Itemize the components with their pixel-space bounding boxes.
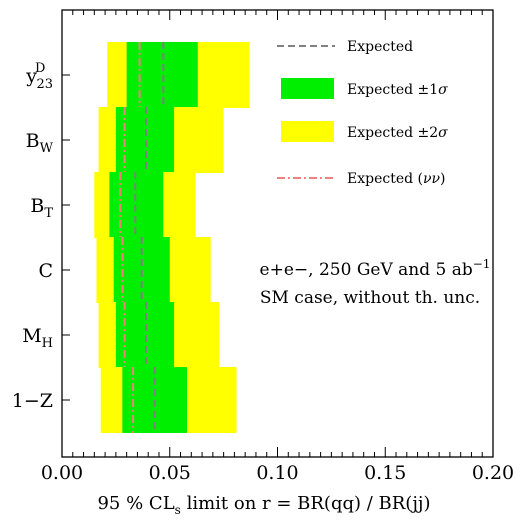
bands-layer <box>94 42 250 433</box>
band-one-sigma-1 <box>115 107 175 173</box>
category-label-3: C <box>38 260 53 282</box>
legend-expected-label: Expected <box>347 39 413 55</box>
x-tick-label-1: 0.05 <box>149 462 191 484</box>
x-axis-label: 95 % CLs limit on r = BR(qq) / BR(jj) <box>97 493 430 517</box>
legend: Expected Expected ±1σ Expected ±2σ Expec… <box>277 39 448 187</box>
category-label-0: yD 23 <box>25 61 53 92</box>
annotation: e+e−, 250 GeV and 5 ab−1 SM case, withou… <box>260 257 491 308</box>
legend-two-sigma-label: Expected ±2σ <box>347 125 448 141</box>
band-one-sigma-0 <box>126 42 198 108</box>
category-label-2: BT <box>30 195 53 221</box>
band-one-sigma-2 <box>109 172 164 238</box>
band-one-sigma-4 <box>115 302 175 368</box>
x-tick-label-0: 0.00 <box>41 462 83 484</box>
labels-layer: yD 23 BW BT C MH 1−Z 0.00 0.05 0.10 0.15 0.20 <box>12 61 514 484</box>
annotation-line-2: SM case, without th. unc. <box>260 288 480 308</box>
ticks-layer <box>61 10 494 457</box>
x-tick-label-2: 0.10 <box>256 462 298 484</box>
x-tick-label-4: 0.20 <box>472 462 514 484</box>
legend-expected-nunu-label: Expected (νν) <box>347 171 446 187</box>
x-tick-label-3: 0.15 <box>364 462 406 484</box>
category-label-1: BW <box>26 130 54 156</box>
annotation-line-1: e+e−, 250 GeV and 5 ab−1 <box>260 257 491 280</box>
category-label-5: 1−Z <box>12 390 53 412</box>
legend-two-sigma-swatch <box>281 121 334 142</box>
legend-one-sigma-swatch <box>281 78 334 99</box>
legend-one-sigma-label: Expected ±1σ <box>347 82 448 98</box>
category-label-4: MH <box>22 325 53 351</box>
